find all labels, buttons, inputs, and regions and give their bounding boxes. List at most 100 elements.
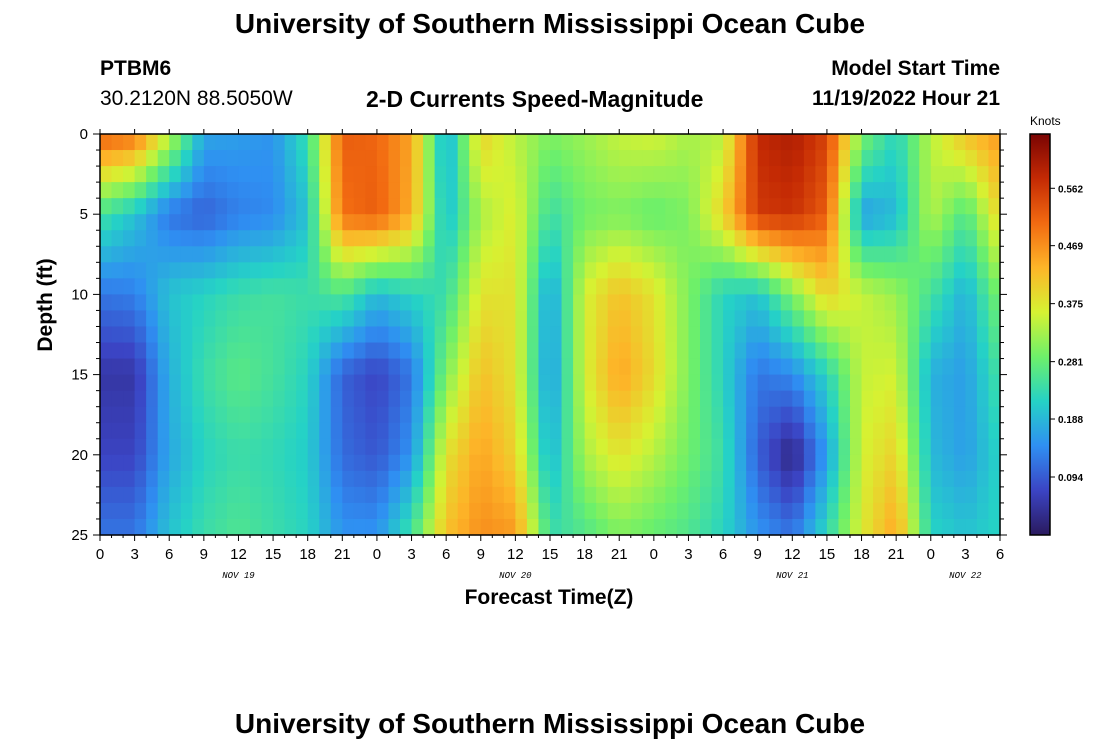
heatmap-cell — [492, 246, 505, 263]
heatmap-cell — [330, 230, 343, 247]
heatmap-cell — [492, 262, 505, 279]
heatmap-cell — [780, 326, 793, 344]
heatmap-cell — [734, 166, 747, 183]
heatmap-cell — [526, 470, 540, 488]
heatmap-cell — [711, 390, 724, 408]
heatmap-cell — [573, 502, 586, 520]
heatmap-cell — [342, 454, 355, 472]
heatmap-cell — [607, 294, 620, 312]
heatmap-cell — [365, 326, 378, 344]
heatmap-cell — [700, 454, 713, 472]
heatmap-cell — [480, 406, 493, 424]
heatmap-cell — [180, 262, 193, 279]
heatmap-cell — [896, 342, 909, 360]
heatmap-cell — [515, 470, 528, 488]
heatmap-cell — [388, 326, 401, 344]
heatmap-cell — [780, 342, 793, 360]
heatmap-cell — [734, 326, 747, 344]
heatmap-cell — [573, 278, 586, 295]
heatmap-cell — [700, 502, 713, 520]
heatmap-cell — [907, 294, 920, 312]
heatmap-cell — [215, 230, 228, 247]
heatmap-cell — [365, 374, 378, 392]
heatmap-cell — [930, 182, 943, 199]
heatmap-cell — [676, 374, 690, 392]
heatmap-cell — [769, 454, 782, 472]
heatmap-cell — [653, 230, 666, 247]
heatmap-cell — [988, 438, 1001, 456]
y-tick-label: 20 — [71, 447, 88, 464]
heatmap-cell — [353, 326, 366, 344]
heatmap-cell — [330, 182, 343, 199]
heatmap-cell — [838, 262, 851, 279]
heatmap-cell — [942, 502, 955, 520]
heatmap-cell — [480, 374, 493, 392]
heatmap-cell — [434, 150, 447, 167]
day-label: NOV 20 — [499, 571, 532, 581]
heatmap-cell — [838, 518, 851, 536]
heatmap-cell — [965, 278, 978, 295]
colorbar-tick-label: 0.094 — [1058, 473, 1083, 484]
heatmap-cell — [353, 214, 366, 231]
heatmap-cell — [261, 390, 274, 408]
heatmap-cell — [192, 438, 205, 456]
heatmap-cell — [792, 342, 805, 360]
x-axis: 0 3 6 9 12 15 18 21 0 3 6 9 12 15 18 21 0 3 6 9 12 15 18 21 0 3 6 — [96, 129, 1004, 563]
heatmap-cell — [815, 342, 828, 360]
heatmap-cell — [134, 134, 147, 151]
heatmap-cell — [169, 358, 182, 376]
heatmap-cell — [780, 486, 793, 504]
heatmap-cell — [792, 470, 805, 488]
heatmap-cell — [561, 310, 574, 328]
heatmap-cell — [919, 230, 932, 247]
heatmap-cell — [307, 342, 320, 360]
heatmap-cell — [238, 150, 251, 167]
heatmap-cell — [203, 134, 216, 151]
heatmap-cell — [319, 454, 332, 472]
heatmap-cell — [630, 134, 643, 151]
heatmap-cell — [100, 390, 113, 408]
heatmap-cell — [330, 262, 343, 279]
heatmap-cell — [826, 294, 840, 312]
heatmap-cell — [746, 486, 759, 504]
heatmap-cell — [157, 182, 170, 199]
heatmap-cell — [423, 374, 436, 392]
heatmap-cell — [573, 342, 586, 360]
heatmap-cell — [884, 342, 897, 360]
heatmap-cell — [492, 294, 505, 312]
heatmap-cell — [526, 262, 540, 279]
heatmap-cell — [226, 342, 240, 360]
heatmap-cell — [734, 518, 747, 536]
heatmap-cell — [388, 374, 401, 392]
heatmap-cell — [815, 214, 828, 231]
heatmap-cell — [353, 310, 366, 328]
heatmap-cell — [838, 134, 851, 151]
heatmap-cell — [134, 454, 147, 472]
heatmap-cell — [838, 422, 851, 440]
heatmap-cell — [815, 358, 828, 376]
heatmap-cell — [503, 134, 516, 151]
heatmap-cell — [550, 438, 563, 456]
heatmap-cell — [215, 294, 228, 312]
heatmap-cell — [296, 326, 309, 344]
heatmap-cell — [550, 230, 563, 247]
heatmap-cell — [584, 214, 597, 231]
heatmap-cell — [734, 342, 747, 360]
heatmap-cell — [907, 406, 920, 424]
heatmap-cell — [434, 422, 447, 440]
x-tick-label: 18 — [853, 546, 870, 563]
heatmap-cell — [273, 262, 286, 279]
heatmap-cell — [988, 358, 1001, 376]
heatmap-cell — [411, 438, 424, 456]
heatmap-cell — [930, 326, 943, 344]
heatmap-cell — [203, 358, 216, 376]
heatmap-cell — [400, 358, 413, 376]
heatmap-cell — [180, 502, 193, 520]
heatmap-cell — [711, 422, 724, 440]
heatmap-cell — [123, 502, 136, 520]
heatmap-cell — [319, 358, 332, 376]
heatmap-cell — [873, 214, 886, 231]
heatmap-cell — [826, 278, 840, 295]
heatmap-cell — [342, 374, 355, 392]
heatmap-cell — [400, 278, 413, 295]
